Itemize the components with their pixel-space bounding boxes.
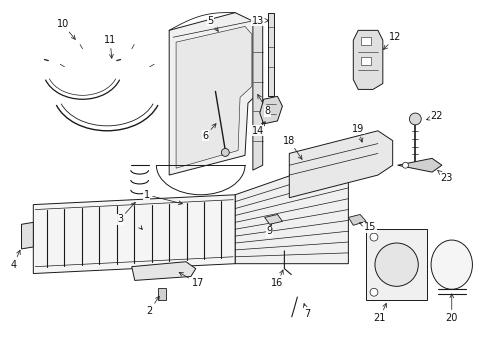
- Text: 20: 20: [445, 294, 457, 323]
- Text: 18: 18: [283, 136, 302, 159]
- Text: 8: 8: [257, 95, 270, 116]
- Polygon shape: [252, 21, 262, 170]
- Polygon shape: [264, 215, 282, 224]
- Circle shape: [402, 162, 407, 168]
- Polygon shape: [352, 30, 382, 89]
- Text: 21: 21: [373, 303, 386, 323]
- Text: 15: 15: [359, 222, 375, 232]
- Text: 23: 23: [437, 171, 452, 183]
- Polygon shape: [267, 13, 273, 96]
- Text: 12: 12: [383, 32, 401, 49]
- Text: 16: 16: [271, 270, 283, 288]
- Text: 19: 19: [351, 124, 364, 142]
- Polygon shape: [397, 158, 441, 172]
- Polygon shape: [33, 195, 235, 274]
- Text: 9: 9: [266, 224, 272, 236]
- Ellipse shape: [430, 240, 471, 289]
- Text: 17: 17: [179, 273, 203, 288]
- Text: 10: 10: [57, 19, 75, 39]
- Circle shape: [221, 148, 229, 156]
- Text: 14: 14: [251, 122, 265, 136]
- Polygon shape: [259, 96, 282, 124]
- Bar: [361, 37, 370, 45]
- Polygon shape: [176, 26, 251, 168]
- Text: 6: 6: [202, 124, 216, 141]
- Text: 4: 4: [11, 250, 20, 270]
- Polygon shape: [289, 131, 392, 198]
- Circle shape: [408, 113, 420, 125]
- Bar: [366, 229, 426, 300]
- Polygon shape: [169, 13, 259, 175]
- Text: 1: 1: [143, 190, 182, 205]
- Text: 22: 22: [426, 111, 442, 121]
- Polygon shape: [21, 222, 33, 249]
- Polygon shape: [158, 288, 166, 300]
- Text: 7: 7: [303, 303, 309, 319]
- Text: 11: 11: [104, 35, 116, 58]
- Text: 5: 5: [207, 15, 218, 31]
- Circle shape: [369, 233, 377, 241]
- Bar: [361, 57, 370, 65]
- Circle shape: [369, 288, 377, 296]
- Polygon shape: [235, 156, 347, 264]
- Circle shape: [374, 243, 417, 286]
- Polygon shape: [347, 215, 366, 225]
- Text: 13: 13: [251, 15, 268, 26]
- Polygon shape: [131, 262, 195, 280]
- Text: 2: 2: [146, 296, 159, 316]
- Text: 3: 3: [117, 202, 135, 224]
